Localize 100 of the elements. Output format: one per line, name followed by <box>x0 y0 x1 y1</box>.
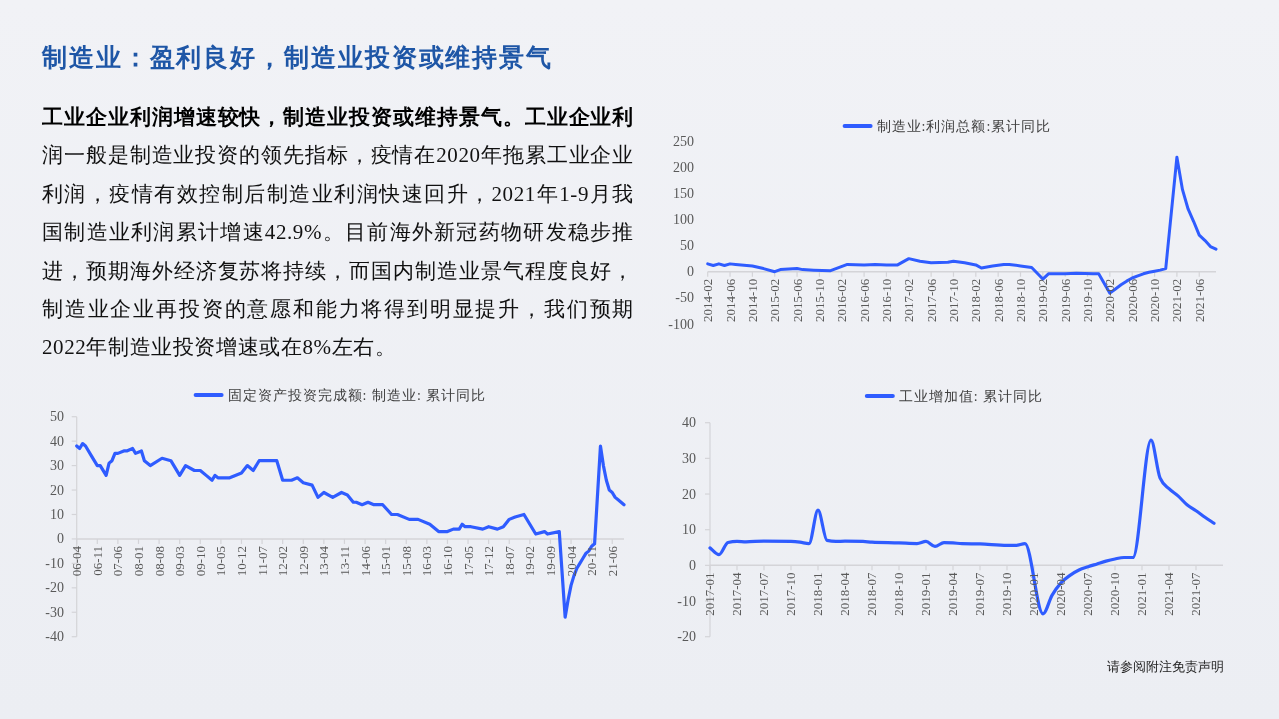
x-tick-label: 2014-06 <box>722 278 738 323</box>
x-tick-label: 2015-06 <box>789 278 805 323</box>
y-tick-label: -20 <box>677 629 696 645</box>
y-tick-label: 50 <box>680 238 694 254</box>
x-tick-label: 19-09 <box>542 545 558 577</box>
x-tick-label: 08-01 <box>130 545 146 577</box>
y-tick-label: 20 <box>682 486 696 502</box>
x-tick-label: 10-12 <box>233 545 249 577</box>
legend-label: 制造业:利润总额:累计同比 <box>876 118 1052 134</box>
y-tick-label: 30 <box>50 458 64 474</box>
text: 润一般是制造业投资的领先指标，疫情在2020年拖累工业企业利润，疫情有效控制后制造业利润快速回升，2021年1-9月我国制造业利润累计增速42.9%。目前海外新冠药物研发稳步推进，预期海外经济复苏将持续，而国内制造业景气程度良好，制造业企业再投资的意愿和能力将得到明显提升，我们预期2022年制造业投资增速或在8%左右。 <box>42 143 634 360</box>
x-tick-label: 2015-02 <box>767 278 783 323</box>
x-tick-label: 12-02 <box>275 545 291 577</box>
x-tick-label: 08-08 <box>151 545 167 577</box>
x-tick-label: 15-08 <box>398 545 414 577</box>
legend: 固定资产投资完成额: 制造业: 累计同比 <box>193 387 487 403</box>
x-tick-label: 2018-01 <box>810 572 826 616</box>
y-tick-label: -10 <box>677 593 696 609</box>
x-tick-label: 2017-07 <box>756 571 772 616</box>
y-tick-label: 30 <box>682 450 696 466</box>
x-tick-label: 07-06 <box>110 545 126 577</box>
y-tick-label: 10 <box>50 506 64 522</box>
x-tick-label: 2019-10 <box>1080 278 1096 323</box>
x-tick-label: 2014-10 <box>744 278 760 323</box>
x-tick-label: 21-06 <box>604 545 620 577</box>
x-tick-label: 2021-06 <box>1191 278 1207 323</box>
x-tick-label: 2014-02 <box>700 278 716 323</box>
legend: 工业增加值: 累计同比 <box>864 388 1044 404</box>
x-tick-label: 19-02 <box>522 545 538 577</box>
y-tick-label: 50 <box>50 409 64 425</box>
x-tick-label: 2016-06 <box>856 278 872 323</box>
y-tick-label: -50 <box>675 290 694 306</box>
x-tick-label: 2018-06 <box>990 278 1006 323</box>
x-tick-label: 13-11 <box>336 545 352 576</box>
x-tick-label: 2019-01 <box>918 572 934 616</box>
legend-label: 工业增加值: 累计同比 <box>898 388 1044 404</box>
x-tick-label: 20-11 <box>584 545 600 576</box>
x-tick-label: 2016-02 <box>834 278 850 323</box>
x-tick-label: 2020-02 <box>1102 278 1118 323</box>
x-tick-label: 2019-10 <box>999 572 1015 616</box>
y-tick-label: 0 <box>689 557 696 573</box>
y-tick-label: -30 <box>45 604 64 620</box>
x-tick-label: 11-07 <box>254 545 270 576</box>
x-tick-label: 2017-02 <box>901 278 917 323</box>
x-tick-label: 2020-10 <box>1107 572 1123 616</box>
x-tick-label: 2020-04 <box>1053 571 1069 616</box>
x-tick-label: 2018-02 <box>968 278 984 323</box>
y-tick-label: 40 <box>50 433 64 449</box>
x-tick-label: 16-10 <box>439 545 455 577</box>
x-tick-label: 2019-02 <box>1035 278 1051 323</box>
x-tick-label: 2020-01 <box>1026 572 1042 616</box>
y-tick-label: 150 <box>673 185 694 201</box>
x-tick-label: 2017-10 <box>783 572 799 616</box>
x-tick-label: 14-06 <box>357 545 373 577</box>
x-tick-label: 2018-10 <box>1013 278 1028 323</box>
text: 请参阅附注免责声明 <box>1107 659 1224 675</box>
x-tick-label: 16-03 <box>419 545 435 577</box>
y-tick-label: 250 <box>673 133 694 149</box>
y-tick-label: 200 <box>673 159 694 175</box>
text: 工业企业利润增速较快，制造业投资或维持景气。工业企业利 <box>42 105 634 129</box>
x-tick-label: 2020-10 <box>1147 278 1163 323</box>
x-tick-label: 15-01 <box>378 545 394 577</box>
x-tick-label: 2020-06 <box>1124 278 1140 323</box>
x-tick-label: 12-09 <box>295 545 311 577</box>
x-tick-label: 17-05 <box>460 545 476 577</box>
x-tick-label: 2018-04 <box>837 571 853 616</box>
x-tick-label: 06-04 <box>69 545 85 577</box>
x-tick-label: 2019-04 <box>945 571 961 616</box>
x-tick-label: 2017-06 <box>923 278 939 323</box>
x-tick-label: 18-07 <box>501 545 517 577</box>
x-tick-label: 06-11 <box>89 545 105 576</box>
x-tick-label: 2021-01 <box>1134 572 1150 616</box>
x-tick-label: 2018-07 <box>864 571 880 616</box>
x-tick-label: 09-03 <box>172 545 188 577</box>
x-tick-label: 2018-10 <box>891 572 907 616</box>
x-tick-label: 2019-07 <box>972 571 988 616</box>
x-tick-label: 2017-04 <box>729 571 745 616</box>
x-tick-label: 17-12 <box>481 545 497 577</box>
y-tick-label: -10 <box>45 555 64 571</box>
y-tick-label: 0 <box>57 531 64 547</box>
x-tick-label: 2021-04 <box>1161 571 1177 616</box>
y-tick-label: -40 <box>45 629 64 645</box>
x-tick-label: 2019-06 <box>1057 278 1073 323</box>
y-tick-label: 20 <box>50 482 64 498</box>
y-tick-label: -20 <box>45 580 64 596</box>
text: 制造业：盈利良好，制造业投资或维持景气 <box>42 42 554 72</box>
y-tick-label: 10 <box>682 522 696 538</box>
x-tick-label: 2016-10 <box>878 278 894 323</box>
x-tick-label: 20-04 <box>563 545 579 577</box>
x-tick-label: 2015-10 <box>811 278 827 323</box>
x-tick-label: 10-05 <box>213 545 229 577</box>
x-tick-label: 2021-07 <box>1188 571 1204 616</box>
x-tick-label: 13-04 <box>316 545 332 577</box>
y-tick-label: 0 <box>687 264 694 280</box>
legend: 制造业:利润总额:累计同比 <box>842 118 1052 134</box>
y-tick-label: 40 <box>682 415 696 431</box>
y-tick-label: 100 <box>673 211 694 227</box>
y-tick-label: -100 <box>668 316 694 332</box>
x-tick-label: 2020-07 <box>1080 571 1096 616</box>
x-tick-label: 2021-02 <box>1169 278 1185 323</box>
